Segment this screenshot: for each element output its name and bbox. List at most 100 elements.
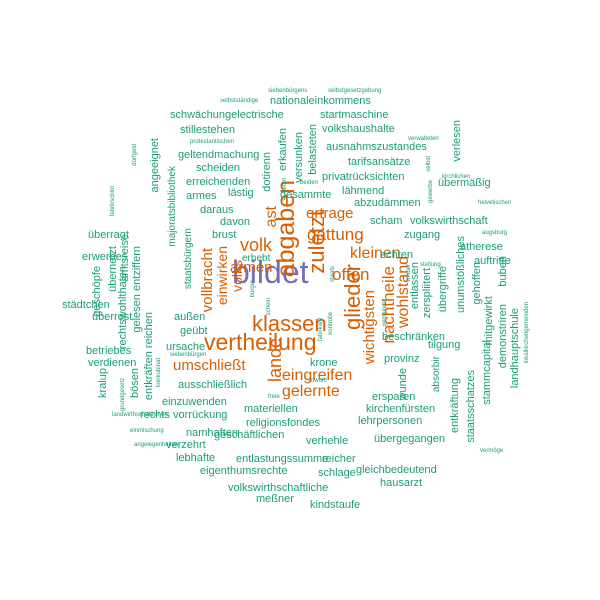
word: materiellen [244, 403, 298, 415]
word: volks [229, 260, 245, 292]
word: bösen [129, 368, 141, 398]
word: ertrage [306, 205, 354, 222]
word: verhehle [306, 435, 349, 447]
word: meßner [256, 493, 294, 505]
word: armes [186, 190, 217, 202]
word: startmaschine [320, 109, 389, 121]
word: geltendmachung [178, 149, 260, 161]
word: siebenbürgen [170, 352, 207, 358]
word: kontrolle [328, 312, 334, 335]
word: hausarzt [380, 477, 423, 489]
word: gesammte [280, 189, 332, 201]
word: privatrücksichten [322, 171, 405, 183]
word: ursache [166, 341, 206, 353]
word: belasteten [307, 124, 319, 175]
word: erwerbes [82, 251, 128, 263]
word: gelesen entziffern [131, 246, 143, 333]
word: erkaufen [277, 128, 289, 171]
word: vertheilung [204, 329, 317, 355]
word: konkubinat [156, 358, 162, 388]
word: fabrikant [318, 318, 324, 342]
word: tilgung [428, 339, 461, 351]
word: übergegangen [374, 433, 445, 445]
word: siebenbürgens [268, 88, 308, 94]
word: ast [263, 206, 280, 228]
word: nationaleinkommens [270, 95, 371, 107]
word: echten [380, 249, 414, 261]
word: auftritte [474, 255, 511, 267]
word: selbstgesetzgebung [328, 88, 382, 94]
word: verdienen [88, 357, 137, 369]
word: abzudämmen [354, 197, 421, 209]
word: ausnahmszustandes [326, 141, 427, 153]
word: gehoffen [471, 262, 483, 305]
word: absorbir [431, 356, 442, 393]
word: betriebes [86, 345, 132, 357]
word: freie [268, 394, 280, 400]
word: angelegenheiten [134, 442, 179, 448]
word: atherese [460, 241, 503, 253]
word: volk [240, 235, 273, 255]
word: lähmend [342, 185, 385, 197]
word: lebhafte [176, 452, 216, 464]
word: eigenthumsrechte [200, 465, 288, 477]
word: überrest [92, 311, 133, 323]
word: krone [310, 357, 338, 369]
word: stellung [420, 262, 441, 268]
word: religionsfondes [246, 417, 320, 429]
word: kirchenfürsten [366, 403, 436, 415]
word: provinz [384, 353, 420, 365]
word: ausschließlich [178, 379, 248, 391]
word: gewerbe [428, 180, 434, 204]
word: recht [282, 178, 288, 192]
word: namhaften [186, 427, 238, 439]
word: gelernte [282, 383, 340, 400]
word: mitgewirkt [483, 296, 495, 346]
word: staats [330, 266, 336, 283]
word: einzuwenden [162, 396, 227, 408]
word: einmischung [130, 428, 164, 434]
word: erreichenden [186, 176, 251, 188]
word: beiden [300, 180, 319, 186]
word: entlastungssumme [236, 453, 329, 465]
word: geübt [180, 325, 208, 337]
word: versunken [293, 132, 305, 183]
word: armen [230, 259, 273, 276]
word: bürger [250, 280, 256, 298]
word: überragt [88, 229, 129, 241]
word: entkräften reichen [143, 312, 155, 401]
word: eingreifen [282, 367, 353, 384]
word: dorfgeld [132, 144, 138, 166]
word: davon [220, 216, 250, 228]
word: demonstriren [497, 304, 509, 369]
word: bildet [232, 254, 309, 290]
word: stillestehen [180, 124, 236, 136]
word: landhauptschule [509, 308, 521, 389]
word: umschließt [173, 357, 246, 374]
word: volkswirthschaft [410, 215, 488, 227]
word: helvetischen [478, 200, 512, 206]
word: gattung [307, 225, 364, 244]
word: lehrpersonen [358, 415, 423, 427]
word: daraus [200, 204, 234, 216]
word: weiber [406, 264, 412, 282]
word: rechtswohlthaten [117, 266, 129, 350]
word: gleichbedeutend [356, 464, 437, 476]
word: einwirken [214, 246, 230, 306]
word: grundgesetz [120, 378, 126, 412]
word: erhebt [242, 253, 271, 264]
word: dotirenn [261, 152, 273, 192]
word: zugang [404, 229, 441, 241]
word: schwächungelectrische [170, 109, 284, 121]
word: tarifsansätze [348, 156, 411, 168]
word: ersparen [372, 391, 416, 403]
word: verlesen [451, 120, 463, 162]
word: beschränken [382, 331, 445, 343]
word: wichtigsten [361, 290, 378, 365]
word: rechts vorrückung [140, 409, 228, 421]
word: verwalteten [408, 136, 439, 142]
word: übermäßig [438, 177, 491, 189]
word: volkswirthschaftliche [228, 482, 329, 494]
word: landwirthschaftlichen [112, 412, 168, 418]
